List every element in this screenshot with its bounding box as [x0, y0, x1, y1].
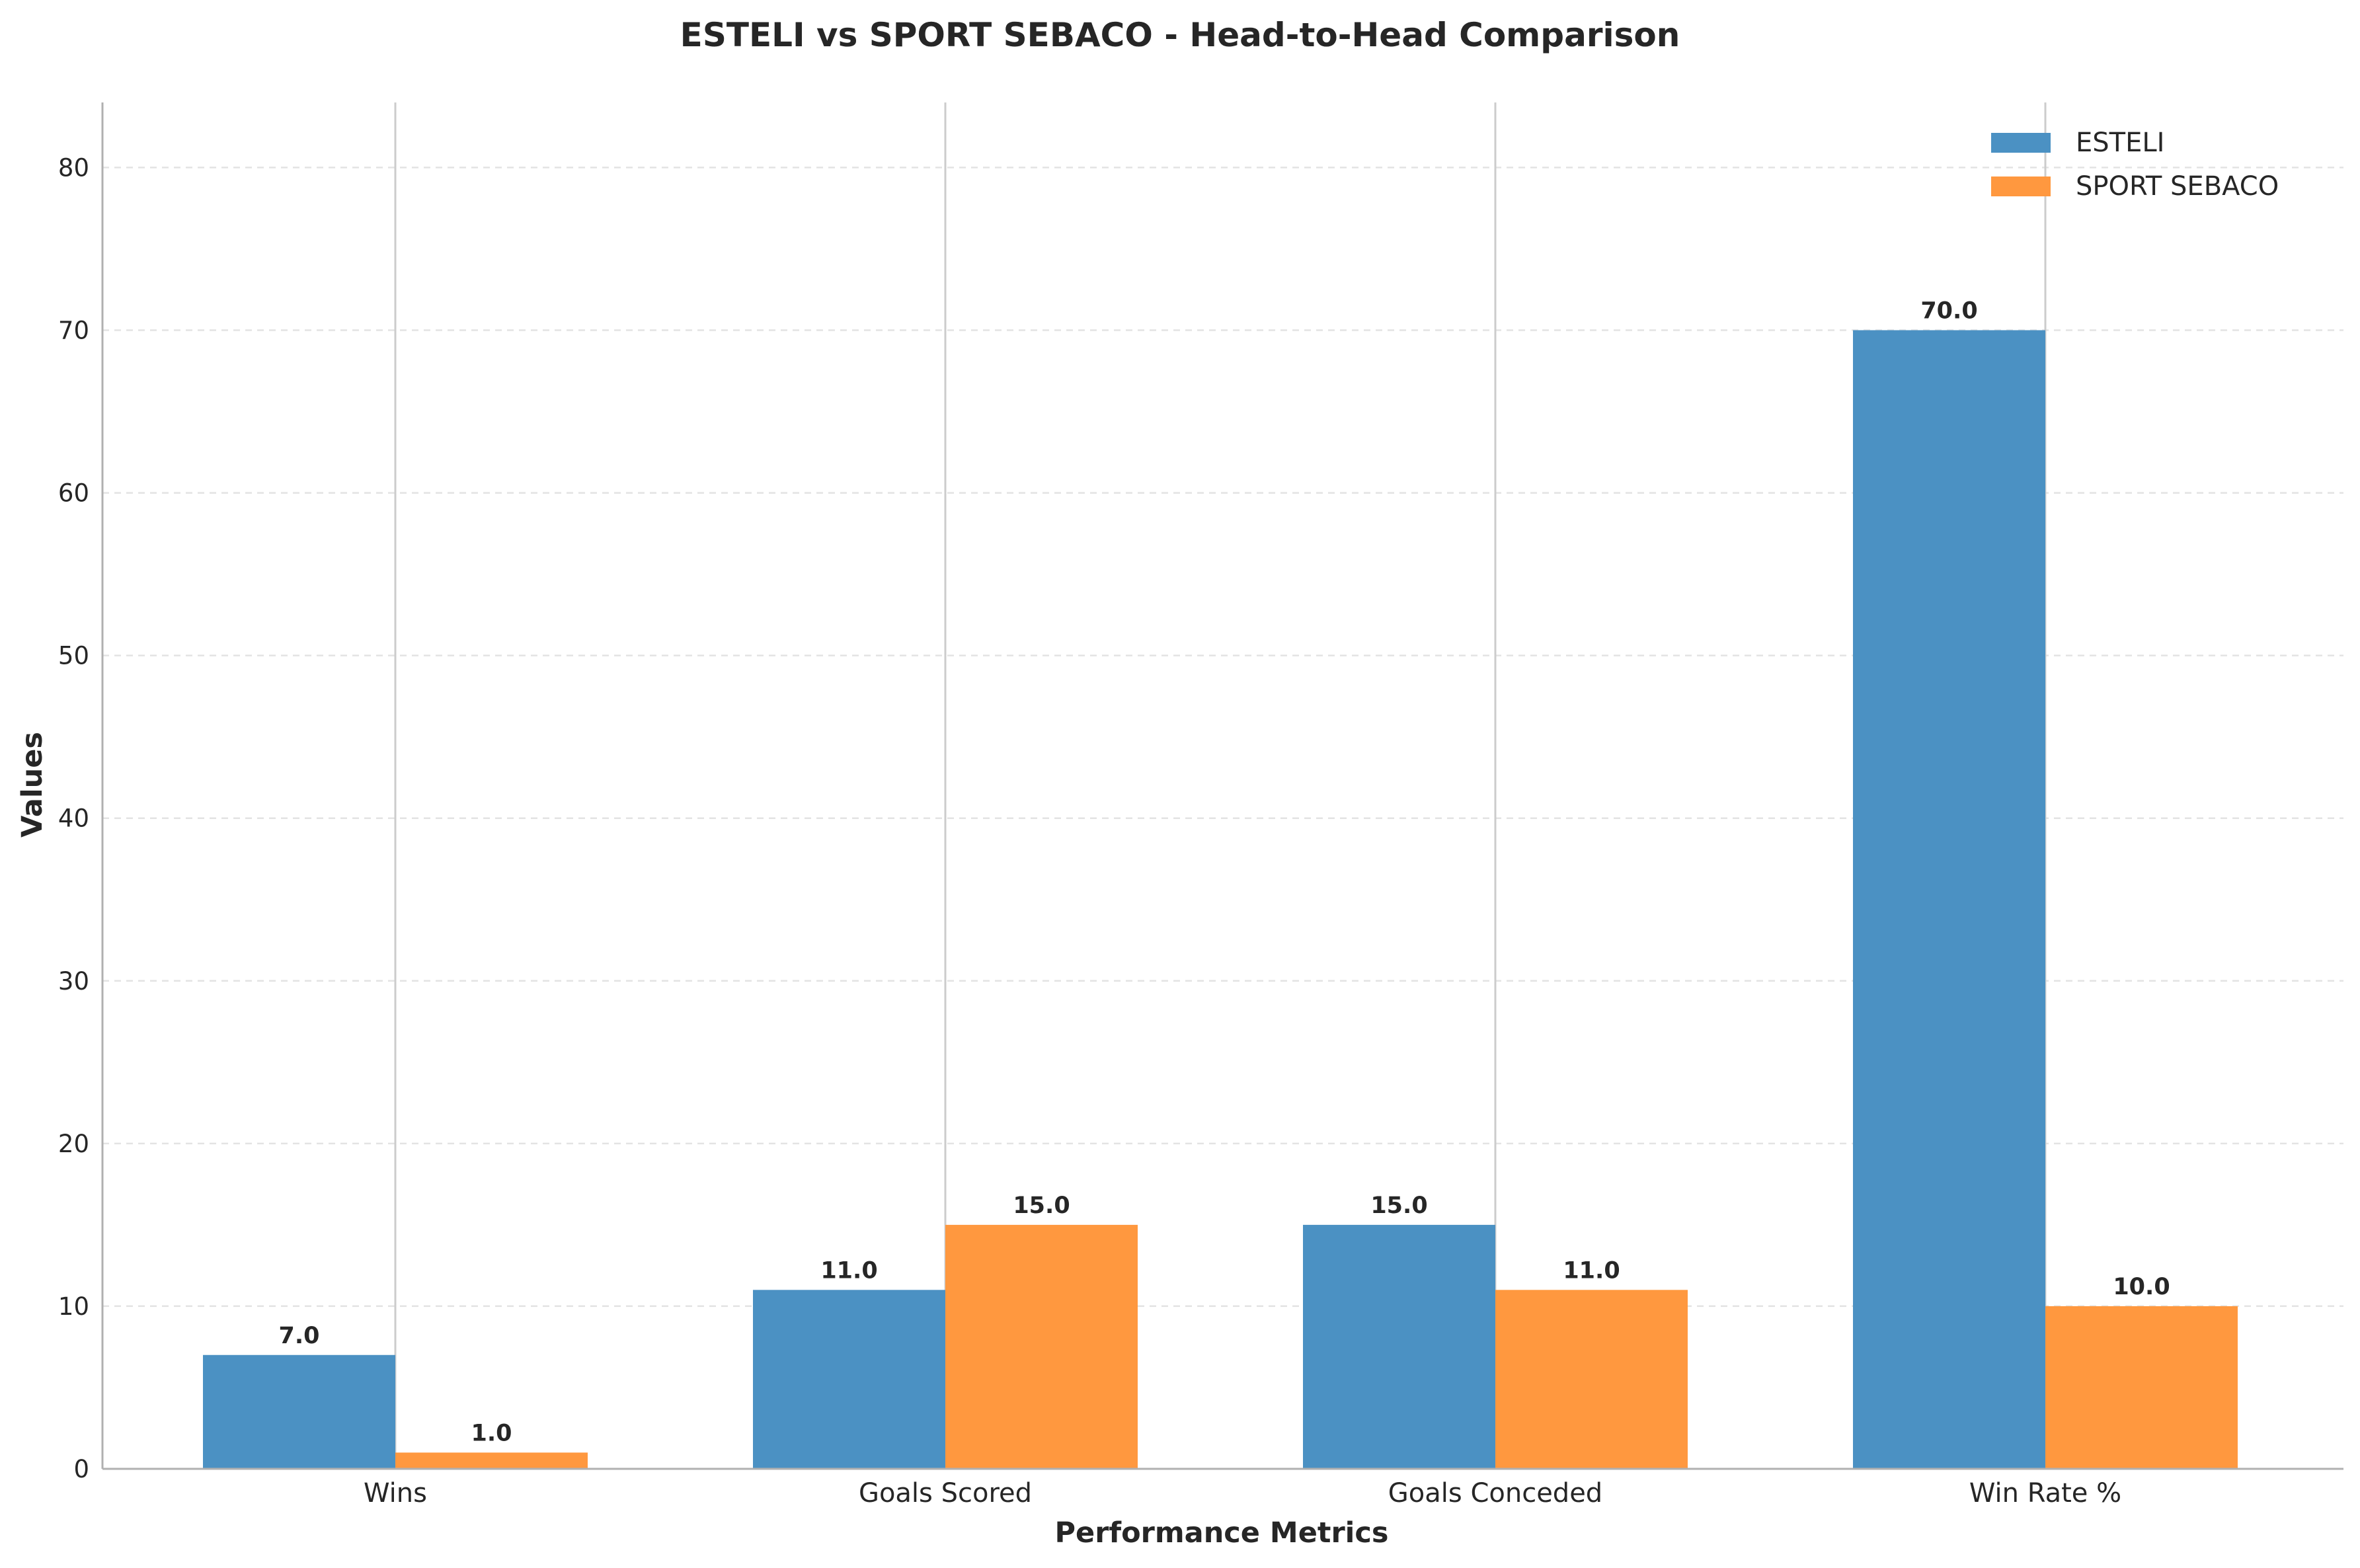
bar-sport-sebaco-win-rate-	[2045, 1306, 2238, 1469]
y-axis-title: Values	[16, 732, 49, 838]
bar-value-label: 11.0	[820, 1257, 877, 1284]
bar-value-label: 11.0	[1563, 1257, 1620, 1284]
bar-value-label: 7.0	[278, 1323, 319, 1349]
x-tick-label: Win Rate %	[1969, 1478, 2121, 1509]
bar-sport-sebaco-goals-scored	[945, 1224, 1138, 1469]
bar-esteli-goals-scored	[753, 1290, 945, 1469]
legend-swatch-sport-sebaco	[1991, 176, 2051, 196]
labels-layer: 0 10 20 30 40 50 60 70 80 7.0 11.0 15.0 70.0 1.0 15.0 1…	[58, 153, 2170, 1509]
x-tick-label: Goals Conceded	[1388, 1478, 1602, 1509]
bar-esteli-goals-conceded	[1303, 1224, 1495, 1469]
y-tick-label: 0	[73, 1455, 89, 1483]
bar-value-label: 10.0	[2113, 1274, 2170, 1300]
bars-layer	[203, 330, 2238, 1469]
chart-title: ESTELI vs SPORT SEBACO - Head-to-Head Co…	[680, 16, 1680, 54]
y-tick-label: 10	[58, 1292, 89, 1321]
x-tick-label: Wins	[364, 1478, 427, 1509]
bar-esteli-win-rate-	[1853, 330, 2045, 1469]
x-tick-label: Goals Scored	[859, 1478, 1032, 1509]
y-tick-label: 30	[58, 967, 89, 996]
y-tick-label: 50	[58, 642, 89, 670]
bar-esteli-wins	[203, 1354, 395, 1469]
y-tick-label: 60	[58, 479, 89, 508]
bar-value-label: 70.0	[1920, 298, 1977, 325]
bar-value-label: 15.0	[1370, 1193, 1427, 1219]
legend-label: SPORT SEBACO	[2076, 171, 2279, 202]
grid-layer	[102, 102, 2343, 1469]
bar-sport-sebaco-goals-conceded	[1495, 1290, 1688, 1469]
y-tick-label: 20	[58, 1130, 89, 1158]
legend: ESTELI SPORT SEBACO	[1991, 128, 2279, 202]
bar-sport-sebaco-wins	[395, 1452, 588, 1469]
y-tick-label: 70	[58, 317, 89, 345]
x-axis-title: Performance Metrics	[1055, 1516, 1389, 1549]
y-tick-label: 80	[58, 153, 89, 182]
bar-value-label: 1.0	[471, 1420, 512, 1446]
axes-layer	[101, 102, 2343, 1470]
legend-swatch-esteli	[1991, 133, 2051, 153]
y-tick-label: 40	[58, 804, 89, 833]
bar-value-label: 15.0	[1013, 1193, 1070, 1219]
legend-label: ESTELI	[2076, 128, 2164, 158]
